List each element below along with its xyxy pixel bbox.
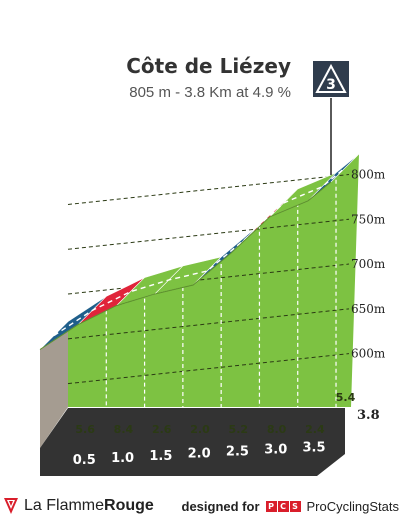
altitude-gridline bbox=[67, 308, 350, 340]
brand-name-left: La Flamme bbox=[24, 497, 105, 514]
distance-tick-label: 0.5 bbox=[73, 453, 96, 468]
altitude-tick-label: 650m bbox=[351, 302, 386, 316]
pcs-letter-s: S bbox=[289, 500, 301, 512]
altitude-tick-label: 800m bbox=[351, 167, 386, 181]
distance-tick-label: 1.5 bbox=[149, 449, 172, 464]
chart-marks-layer bbox=[39, 153, 360, 350]
distance-tick-label: 3.5 bbox=[303, 440, 326, 455]
pcs-letter-c: C bbox=[277, 500, 289, 512]
chart-subtitle: 805 m - 3.8 Km at 4.9 % bbox=[129, 84, 291, 101]
chart-labels-layer: Côte de Liézey 805 m - 3.8 Km at 4.9 % 3… bbox=[73, 54, 386, 468]
designed-for-label: designed for bbox=[181, 498, 260, 514]
segment-gradient-label: 5.4 bbox=[336, 391, 356, 404]
profile-front-edge bbox=[39, 181, 332, 350]
segment-gradient-label: 8.0 bbox=[267, 423, 287, 436]
credit-line: designed for P C S ProCyclingStats bbox=[182, 496, 400, 516]
chart-title: Côte de Liézey bbox=[126, 54, 291, 78]
segment-gradient-label: 2.6 bbox=[152, 423, 172, 436]
altitude-tick-label: 700m bbox=[351, 257, 386, 271]
distance-band bbox=[40, 408, 345, 476]
segment-gradient-label: 5.6 bbox=[75, 423, 95, 436]
end-distance-label: 3.8 bbox=[357, 408, 380, 423]
flamme-rouge-flag-icon bbox=[4, 498, 18, 514]
profile-left-wall bbox=[40, 321, 68, 448]
segment-gradient-label: 8.4 bbox=[114, 423, 134, 436]
segment-gradient-label: 2.4 bbox=[305, 423, 325, 436]
category-badge-triangle bbox=[315, 63, 347, 93]
altitude-gridline bbox=[67, 353, 350, 385]
la-flamme-rouge-logo: La FlammeRouge bbox=[4, 496, 154, 516]
distance-tick-label: 2.5 bbox=[226, 445, 249, 460]
pcs-letter-p: P bbox=[265, 500, 277, 512]
distance-tick-label: 1.0 bbox=[111, 451, 134, 466]
profile-face bbox=[68, 154, 359, 407]
altitude-tick-label: 750m bbox=[351, 212, 386, 226]
altitude-gridline bbox=[67, 173, 350, 205]
pcs-name: ProCyclingStats bbox=[306, 498, 399, 514]
footer: La FlammeRouge designed for P C S ProCyc… bbox=[0, 488, 405, 522]
distance-tick-label: 2.0 bbox=[188, 447, 211, 462]
altitude-gridline bbox=[67, 218, 350, 250]
chart-base-layer bbox=[40, 154, 359, 476]
altitude-tick-label: 600m bbox=[351, 347, 386, 361]
pcs-logo: P C S bbox=[265, 500, 302, 512]
profile-centre-line bbox=[53, 167, 346, 337]
segment-gradient-label: 2.0 bbox=[190, 423, 210, 436]
category-badge-number: 3 bbox=[326, 77, 336, 93]
distance-tick-label: 3.0 bbox=[264, 443, 287, 458]
summit-category-marker: 3 bbox=[313, 61, 349, 175]
segment-gradient-label: 5.2 bbox=[229, 423, 249, 436]
brand-name-right: Rouge bbox=[104, 497, 154, 514]
altitude-gridline bbox=[67, 263, 350, 295]
